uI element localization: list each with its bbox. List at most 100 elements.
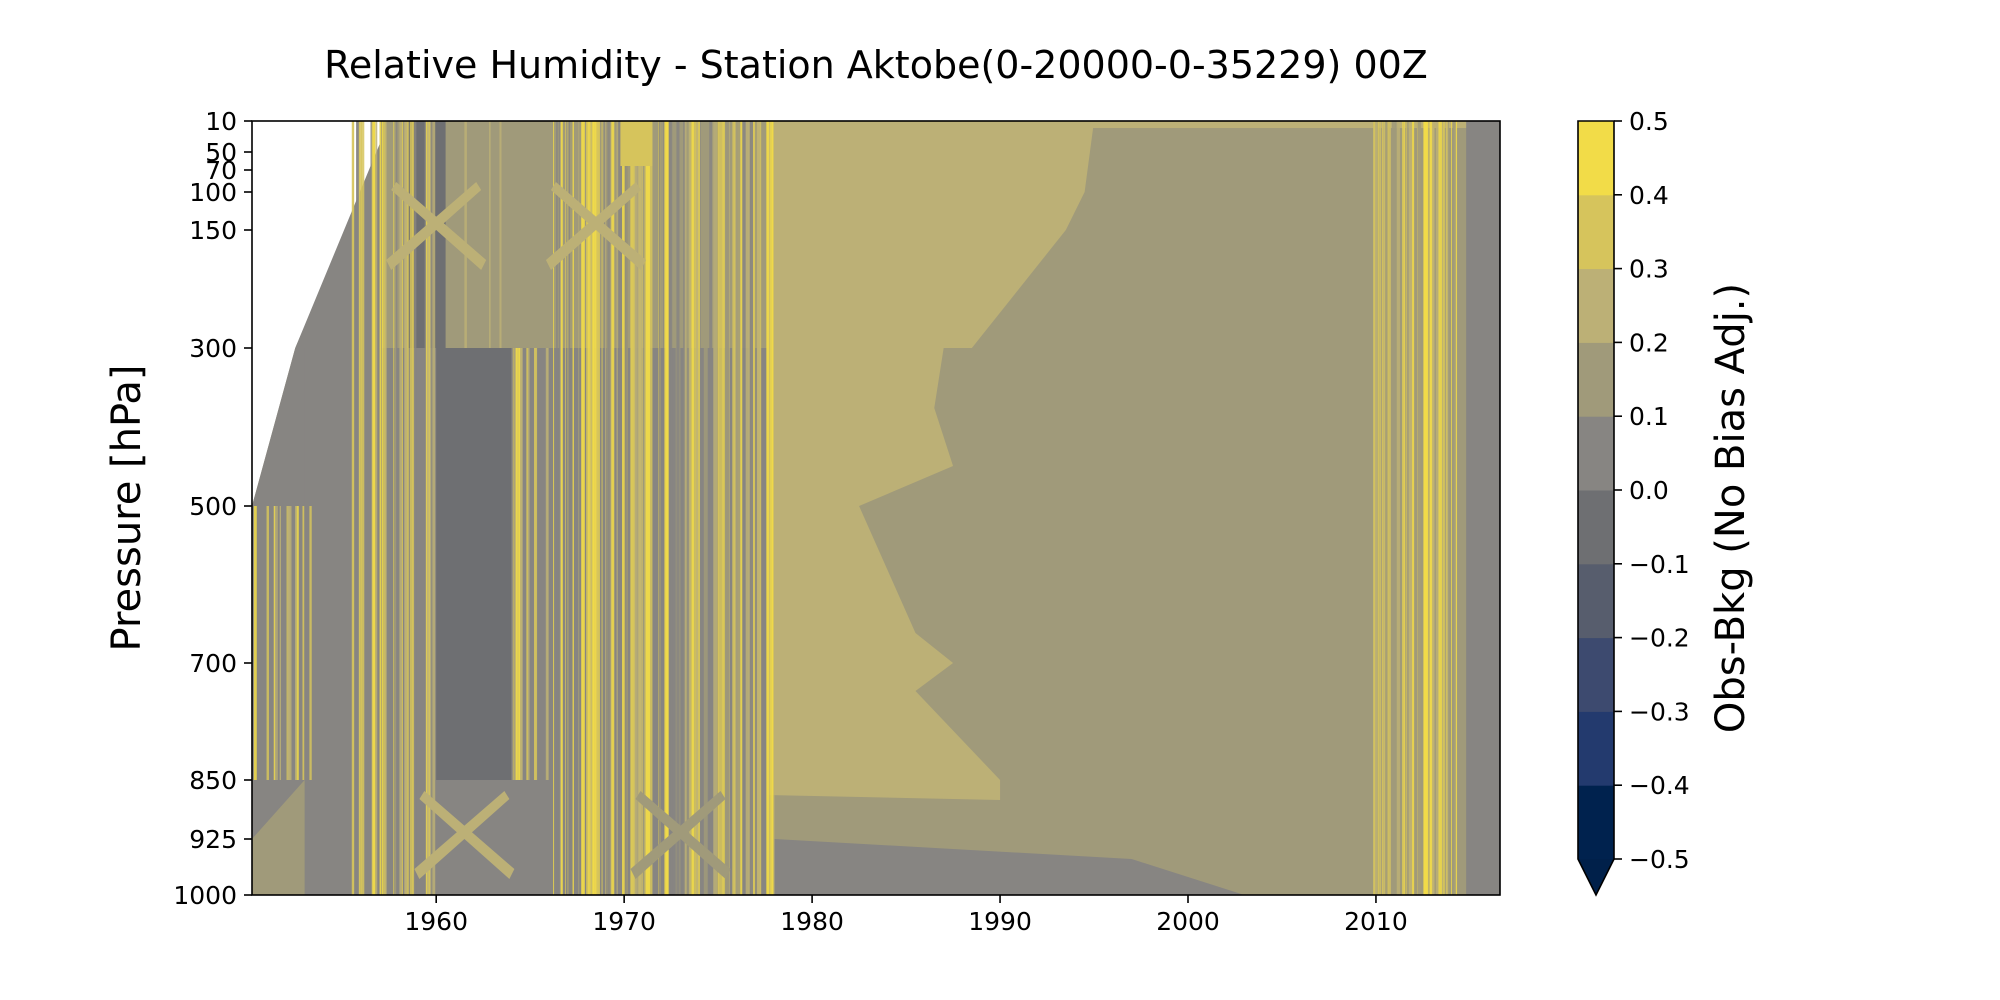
contour-stripe (276, 506, 278, 780)
contour-stripe (490, 121, 493, 348)
contour-stripe (527, 348, 530, 780)
contour-stripe (428, 121, 432, 895)
contour-stripe (404, 121, 407, 895)
contour-stripe (1373, 121, 1376, 895)
colorbar-tick-label: −0.2 (1629, 624, 1690, 653)
contour-stripe (360, 121, 365, 895)
y-tick-label: 925 (189, 825, 237, 854)
x-axis: 1960 1970 1980 1990 2000 2010 (404, 895, 1408, 936)
contour-stripe (253, 506, 257, 780)
contour-stripe (1396, 121, 1400, 895)
contour-stripe (425, 121, 427, 895)
colorbar-segment (1578, 121, 1614, 196)
y-axis-title: Pressure [hPa] (104, 365, 150, 652)
contour-stripe (564, 121, 566, 895)
contour-stripe (1417, 121, 1422, 895)
contour-stripe (724, 121, 730, 895)
colorbar-segment (1578, 563, 1614, 639)
contour-stripe (684, 121, 687, 895)
contour-stripe (372, 121, 376, 895)
contour-stripe (578, 121, 580, 895)
contour-stripe (1441, 121, 1444, 895)
x-tick-label: 2010 (1344, 907, 1408, 936)
y-tick-label: 700 (189, 649, 237, 678)
contour-stripe (742, 121, 746, 895)
contour-stripe (1382, 121, 1384, 895)
contour-stripe (601, 121, 603, 895)
colorbar-segment (1578, 711, 1614, 786)
contour-stripe (733, 121, 738, 895)
contour-stripe (1395, 121, 1398, 895)
contour-stripe (753, 121, 756, 895)
contour-stripe (266, 506, 269, 780)
contour-crossing (414, 791, 510, 879)
x-tick-label: 1980 (780, 907, 844, 936)
contour-stripe (703, 121, 708, 895)
contour-stripe (1442, 121, 1445, 895)
contour-stripe (1435, 121, 1439, 895)
plot-frame (251, 120, 1501, 896)
contour-stripe (399, 121, 403, 895)
contour-stripe (309, 506, 312, 780)
contour-stripe (484, 121, 488, 348)
contour-stripe (606, 121, 611, 895)
contour-stripe (380, 121, 384, 895)
contour-stripe (713, 121, 717, 895)
contour-stripe (287, 506, 290, 780)
contour-stripe (431, 121, 433, 895)
contour-stripe (405, 121, 409, 895)
contour-stripe (567, 121, 569, 895)
contour-stripe (622, 121, 626, 895)
colorbar-segment (1578, 490, 1614, 565)
contour-stripe (709, 121, 713, 895)
contour-stripe (479, 121, 482, 348)
contour-stripe (1452, 121, 1456, 895)
contour-stripe (718, 121, 720, 895)
contour-stripe (745, 121, 750, 895)
colorbar-tick-label: 0.0 (1629, 476, 1669, 505)
y-tick-label: 100 (189, 178, 237, 207)
contour-stripe (696, 121, 699, 895)
contour-stripe (560, 121, 563, 895)
contour-stripe (553, 121, 555, 895)
contour-stripe (592, 121, 597, 895)
colorbar-segment (1578, 342, 1614, 417)
contour-stripe (464, 121, 467, 348)
contour-stripe (732, 121, 736, 895)
contour-stripe (773, 121, 775, 895)
colorbar-tick-label: −0.5 (1629, 845, 1690, 874)
colorbar-tick-label: −0.3 (1629, 697, 1690, 726)
contour-stripe (1448, 121, 1449, 895)
contour-stripe (663, 121, 665, 895)
contour-stripe (273, 506, 277, 780)
contour-stripe (676, 121, 680, 895)
contour-stripe (385, 121, 387, 895)
x-tick-label: 1970 (592, 907, 656, 936)
contour-stripe (383, 121, 387, 895)
colorbar-tick-label: −0.1 (1629, 550, 1690, 579)
colorbar-title: Obs-Bkg (No Bias Adj.) (1708, 283, 1754, 733)
y-tick-label: 70 (205, 156, 237, 185)
colorbar-outline (1577, 120, 1615, 897)
contour-stripe (1389, 121, 1391, 895)
colorbar: 0.5 0.4 0.3 0.2 0.1 0.0 −0.1 −0.2 −0.3 −0.4 −0.5 (1577, 107, 1690, 897)
contour-stripe (590, 121, 595, 895)
colorbar-segment (1578, 637, 1614, 712)
contour-crossing (545, 182, 641, 270)
contour-stripe (351, 121, 355, 895)
contour-stripe (1408, 121, 1412, 895)
contour-stripe (288, 506, 292, 780)
contour-stripe (547, 348, 549, 780)
contour-stripe (757, 121, 761, 895)
colorbar-tick-label: 0.2 (1629, 328, 1669, 357)
contour-stripe (624, 121, 626, 895)
colorbar-tick-label: −0.4 (1629, 771, 1690, 800)
contour-stripe (556, 121, 558, 895)
contour-stripe (1402, 121, 1405, 895)
contour-stripe (395, 121, 398, 895)
contour-stripe (296, 506, 299, 780)
contour-stripe (295, 506, 297, 780)
contour-stripe (1438, 121, 1442, 895)
